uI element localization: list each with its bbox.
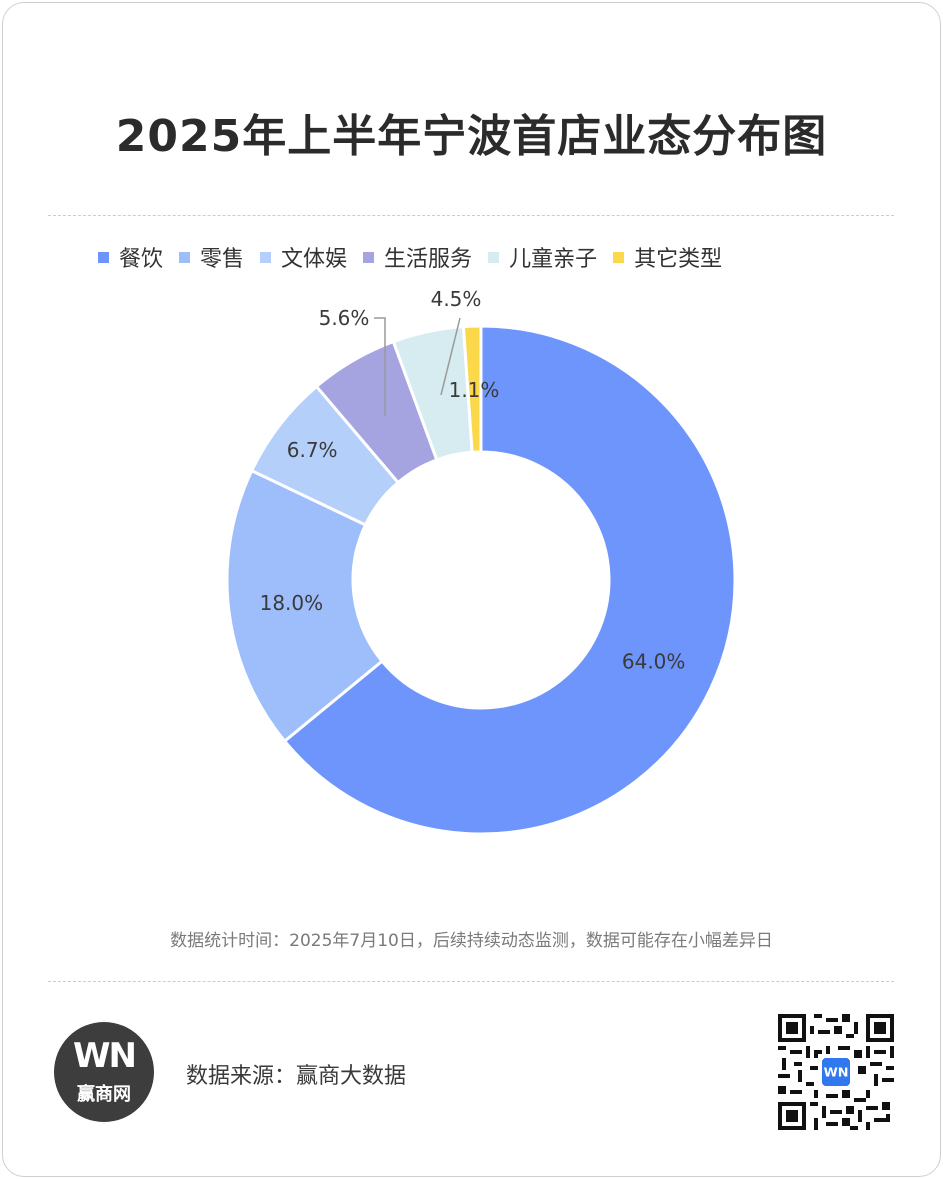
legend: 餐饮 零售 文体娱 生活服务 儿童亲子 其它类型 [98, 240, 738, 274]
legend-label: 餐饮 [119, 247, 164, 272]
chart-title: 2025年上半年宁波首店业态分布图 [115, 111, 828, 162]
label-culture-sports-entertainment: 6.7% [287, 438, 338, 462]
slice-catering [282, 324, 737, 836]
leader-line-kids-family [440, 317, 461, 396]
legend-label: 儿童亲子 [509, 247, 598, 272]
label-retail: 18.0% [260, 591, 324, 615]
legend-swatch [488, 251, 500, 263]
bottom-divider [48, 981, 894, 982]
top-divider [48, 215, 894, 216]
legend-label: 生活服务 [384, 247, 473, 272]
legend-label: 零售 [200, 247, 245, 272]
data-time-note: 数据统计时间：2025年7月10日，后续持续动态监测，数据可能存在小幅差异日 [170, 931, 773, 951]
legend-item-life-services: 生活服务 [363, 241, 472, 273]
logo-text: 赢商网 [77, 1084, 131, 1105]
legend-item-kids-family: 儿童亲子 [488, 241, 597, 273]
legend-swatch [179, 251, 191, 263]
qr-code: WN [778, 1014, 894, 1130]
legend-item-other: 其它类型 [613, 241, 722, 273]
legend-label: 文体娱 [281, 247, 348, 272]
data-source: 数据来源：赢商大数据 [186, 1064, 407, 1089]
label-kids-family: 4.5% [431, 287, 482, 311]
slice-retail [225, 468, 385, 744]
legend-item-catering: 餐饮 [98, 241, 163, 273]
donut-chart: 64.0% 18.0% 6.7% 5.6% 4.5% 1.1% [225, 287, 737, 836]
leader-line-life-services [374, 317, 386, 416]
slice-other [461, 324, 483, 454]
legend-item-retail: 零售 [179, 241, 244, 273]
label-other: 1.1% [449, 378, 500, 402]
legend-label: 其它类型 [634, 247, 723, 272]
label-life-services: 5.6% [319, 306, 370, 330]
winshang-logo: WN 赢商网 [54, 1022, 154, 1122]
legend-swatch [98, 251, 109, 263]
legend-swatch [363, 251, 375, 263]
label-catering: 64.0% [622, 650, 686, 674]
legend-item-culture-sports-entertainment: 文体娱 [260, 241, 347, 273]
legend-swatch [613, 251, 625, 263]
qr-center-label: WN [824, 1065, 849, 1080]
logo-mark: WN [73, 1036, 137, 1076]
legend-swatch [260, 251, 272, 263]
